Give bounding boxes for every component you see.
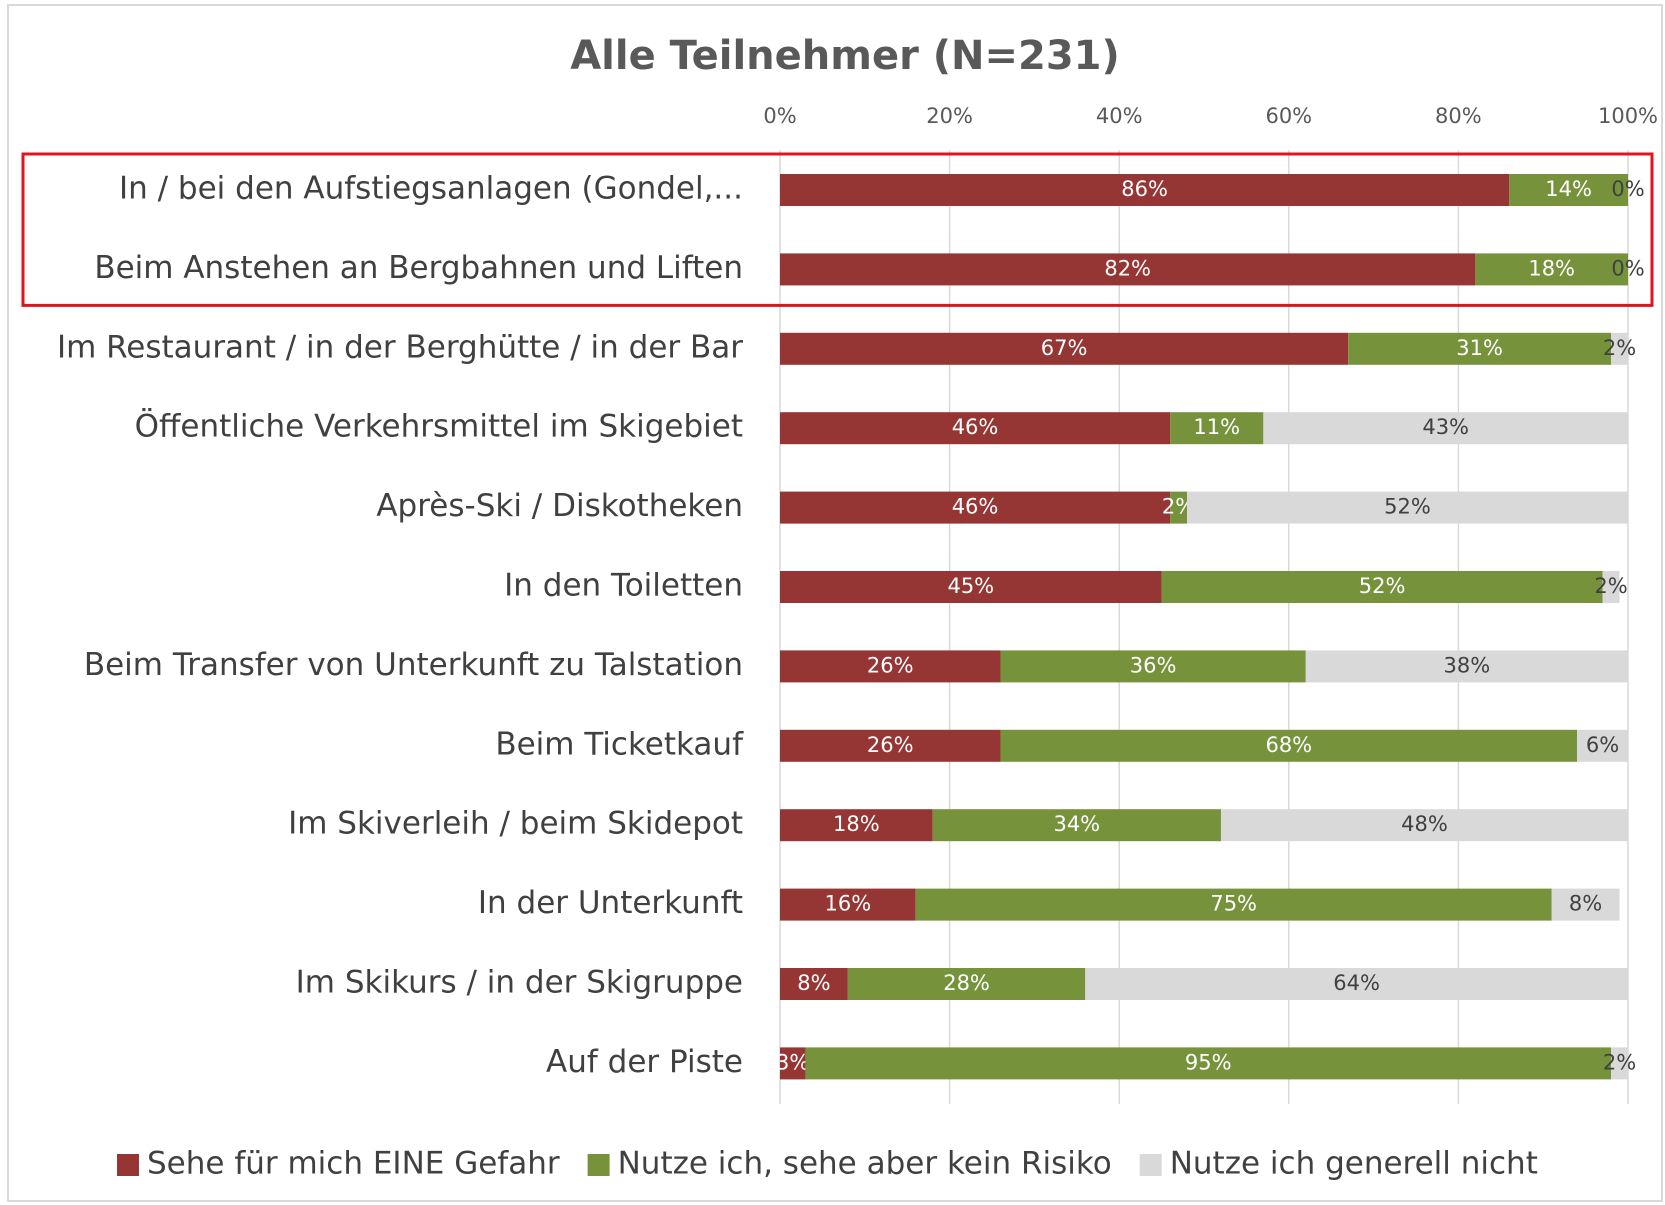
x-tick-label: 0% bbox=[763, 104, 796, 128]
x-tick-label: 80% bbox=[1435, 104, 1482, 128]
data-label: 3% bbox=[776, 1050, 809, 1074]
x-tick-label: 100% bbox=[1598, 104, 1658, 128]
highlight-box bbox=[21, 152, 1654, 307]
bar-segment bbox=[780, 412, 1171, 445]
data-label: 11% bbox=[1193, 415, 1240, 439]
category-label: Beim Ticketkauf bbox=[495, 726, 744, 762]
bar-segment bbox=[1602, 571, 1620, 603]
bar-segment bbox=[847, 968, 1086, 1000]
data-label: 75% bbox=[1210, 892, 1257, 916]
legend-swatch bbox=[1139, 1154, 1162, 1176]
x-tick-label: 20% bbox=[926, 104, 973, 128]
category-label: In der Unterkunft bbox=[478, 885, 743, 921]
data-label: 52% bbox=[1359, 574, 1406, 598]
bar-segment bbox=[1170, 412, 1264, 445]
category-label: Après-Ski / Diskotheken bbox=[376, 488, 743, 524]
bar-segment bbox=[1170, 491, 1188, 524]
legend-label: Nutze ich, sehe aber kein Risiko bbox=[618, 1146, 1112, 1182]
category-label: Im Skikurs / in der Skigruppe bbox=[296, 965, 743, 1001]
data-label: 2% bbox=[1594, 574, 1627, 598]
bar-segment bbox=[780, 332, 1349, 365]
data-label: 16% bbox=[824, 892, 871, 916]
data-label: 67% bbox=[1041, 336, 1088, 360]
data-label: 6% bbox=[1586, 733, 1619, 757]
category-label: Öffentliche Verkehrsmittel im Skigebiet bbox=[135, 408, 743, 445]
x-tick-label: 60% bbox=[1265, 104, 1312, 128]
bar-segment bbox=[1475, 253, 1628, 286]
bar-segment bbox=[780, 571, 1162, 603]
bar-segment bbox=[932, 809, 1221, 842]
data-label: 2% bbox=[1162, 495, 1195, 519]
data-label: 0% bbox=[1611, 256, 1644, 280]
data-label: 36% bbox=[1130, 653, 1177, 677]
bar-segment bbox=[780, 650, 1001, 683]
bar-segment bbox=[1000, 650, 1306, 683]
data-label: 64% bbox=[1333, 971, 1380, 995]
data-label: 28% bbox=[943, 971, 990, 995]
data-label: 18% bbox=[833, 812, 880, 836]
data-label: 34% bbox=[1053, 812, 1100, 836]
data-label: 18% bbox=[1528, 256, 1575, 280]
bar-segment bbox=[780, 809, 933, 842]
category-label: Auf der Piste bbox=[546, 1044, 743, 1080]
legend-swatch bbox=[117, 1154, 139, 1176]
data-label: 46% bbox=[952, 415, 999, 439]
data-label: 14% bbox=[1545, 177, 1592, 201]
bar-segment bbox=[780, 888, 916, 921]
bar-segment bbox=[1187, 491, 1628, 524]
data-label: 48% bbox=[1401, 812, 1448, 836]
data-label: 2% bbox=[1603, 336, 1636, 360]
bar-segment bbox=[1348, 332, 1612, 365]
data-label: 43% bbox=[1422, 415, 1469, 439]
legend-label: Sehe für mich EINE Gefahr bbox=[147, 1146, 560, 1182]
bar-segment bbox=[780, 968, 848, 1000]
bar-segment bbox=[1611, 1047, 1628, 1080]
bar-segment bbox=[1611, 332, 1628, 365]
data-label: 26% bbox=[867, 733, 914, 757]
legend-label: Nutze ich generell nicht bbox=[1170, 1146, 1538, 1182]
category-label: Im Skiverleih / beim Skidepot bbox=[288, 806, 743, 842]
category-label: In / bei den Aufstiegsanlagen (Gondel,..… bbox=[119, 171, 743, 207]
category-label: In den Toiletten bbox=[504, 568, 743, 604]
bar-segment bbox=[1000, 729, 1578, 762]
bar-segment bbox=[1551, 888, 1620, 921]
bar-segment bbox=[915, 888, 1552, 921]
legend-swatch bbox=[587, 1154, 610, 1176]
data-label: 8% bbox=[797, 971, 830, 995]
data-label: 2% bbox=[1603, 1050, 1636, 1074]
bar-segment bbox=[780, 1047, 806, 1080]
data-label: 46% bbox=[952, 495, 999, 519]
data-label: 86% bbox=[1121, 177, 1168, 201]
bar-segment bbox=[1161, 571, 1603, 603]
bar-segment bbox=[1263, 412, 1628, 445]
category-label: Im Restaurant / in der Berghütte / in de… bbox=[57, 329, 743, 365]
bar-segment bbox=[780, 729, 1001, 762]
bar-segment bbox=[780, 174, 1510, 206]
data-label: 0% bbox=[1611, 177, 1644, 201]
bar-segment bbox=[780, 253, 1476, 286]
data-label: 26% bbox=[867, 653, 914, 677]
data-label: 45% bbox=[947, 574, 994, 598]
x-tick-label: 40% bbox=[1096, 104, 1143, 128]
bar-segment bbox=[1220, 809, 1628, 842]
bar-segment bbox=[1305, 650, 1628, 683]
category-label: Beim Transfer von Unterkunft zu Talstati… bbox=[84, 647, 743, 683]
chart-title: Alle Teilnehmer (N=231) bbox=[570, 33, 1120, 79]
data-label: 95% bbox=[1185, 1050, 1232, 1074]
bar-segment bbox=[1085, 968, 1628, 1000]
bar-segment bbox=[780, 491, 1171, 524]
bar-segment bbox=[805, 1047, 1612, 1080]
data-label: 82% bbox=[1104, 256, 1151, 280]
data-label: 8% bbox=[1569, 892, 1602, 916]
data-label: 68% bbox=[1265, 733, 1312, 757]
bar-segment bbox=[1509, 174, 1628, 206]
data-label: 31% bbox=[1456, 336, 1503, 360]
data-label: 38% bbox=[1444, 653, 1491, 677]
category-label: Beim Anstehen an Bergbahnen und Liften bbox=[94, 250, 743, 286]
data-label: 52% bbox=[1384, 495, 1431, 519]
bar-segment bbox=[1577, 729, 1628, 762]
